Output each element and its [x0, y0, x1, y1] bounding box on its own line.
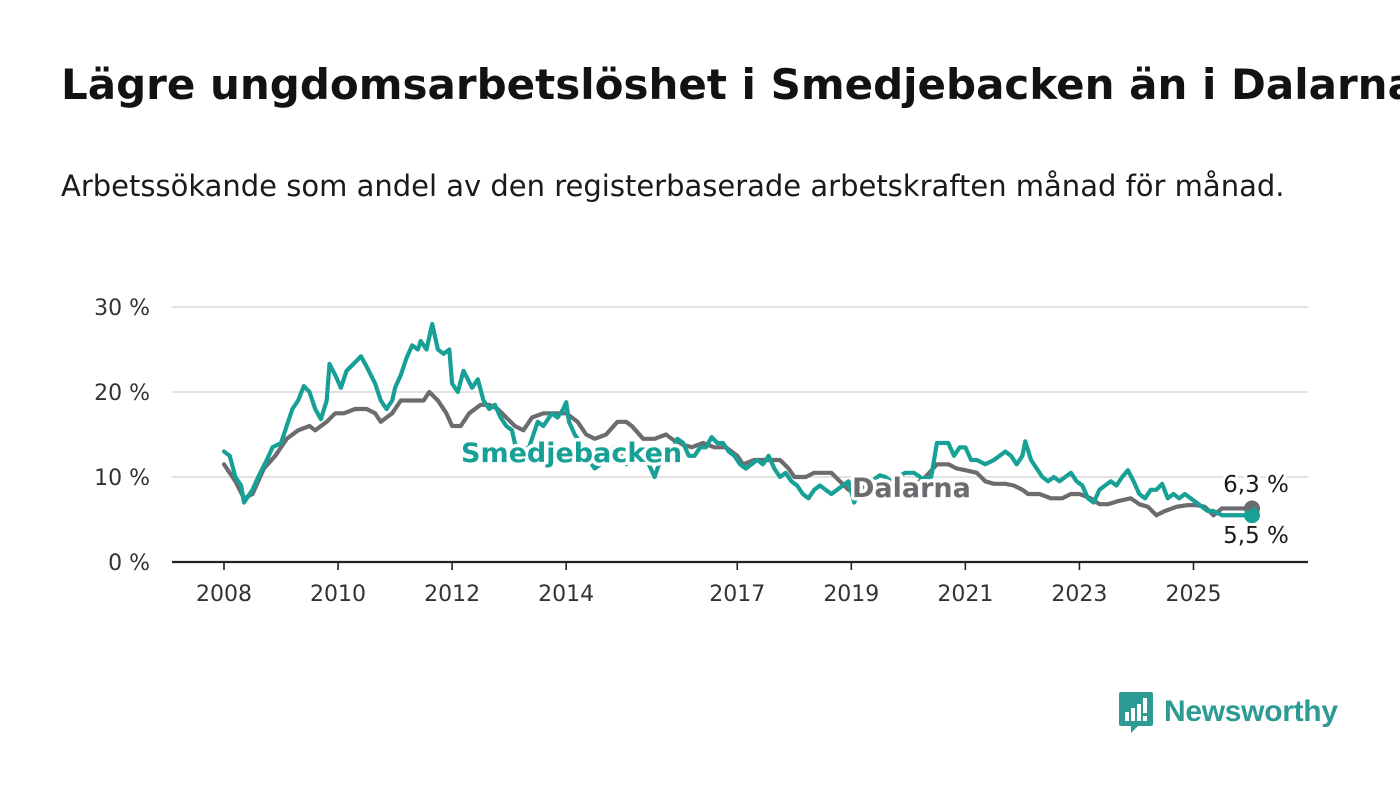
x-tick-label: 2021: [937, 582, 993, 607]
brand-name: Newsworthy: [1164, 695, 1338, 728]
x-tick-label: 2019: [823, 582, 879, 607]
end-value-label-dalarna: 6,3 %: [1223, 472, 1289, 498]
chart-subtitle: Arbetssökande som andel av den registerb…: [61, 169, 1285, 203]
y-tick-label: 30 %: [94, 296, 150, 321]
y-tick-label: 20 %: [94, 381, 150, 406]
y-tick-label: 10 %: [94, 466, 150, 491]
x-tick-label: 2010: [310, 582, 366, 607]
series-label-smedjebacken: Smedjebacken: [461, 438, 682, 469]
chart-title: Lägre ungdomsarbetslöshet i Smedjebacken…: [61, 60, 1400, 109]
x-tick-label: 2017: [709, 582, 765, 607]
end-value-label-smedjebacken: 5,5 %: [1223, 523, 1289, 549]
series-line-dalarna: [221, 389, 1225, 518]
newsworthy-logo-icon: [1119, 692, 1153, 733]
newsworthy-logo: Newsworthy: [1118, 690, 1338, 734]
x-tick-label: 2008: [196, 582, 252, 607]
x-tick-label: 2012: [424, 582, 480, 607]
series-label-dalarna: Dalarna: [852, 473, 971, 504]
y-tick-label: 0 %: [108, 551, 150, 576]
x-tick-label: 2025: [1165, 582, 1221, 607]
x-tick-label: 2014: [538, 582, 594, 607]
series-line-smedjebacken: [221, 321, 1225, 518]
x-tick-label: 2023: [1051, 582, 1107, 607]
